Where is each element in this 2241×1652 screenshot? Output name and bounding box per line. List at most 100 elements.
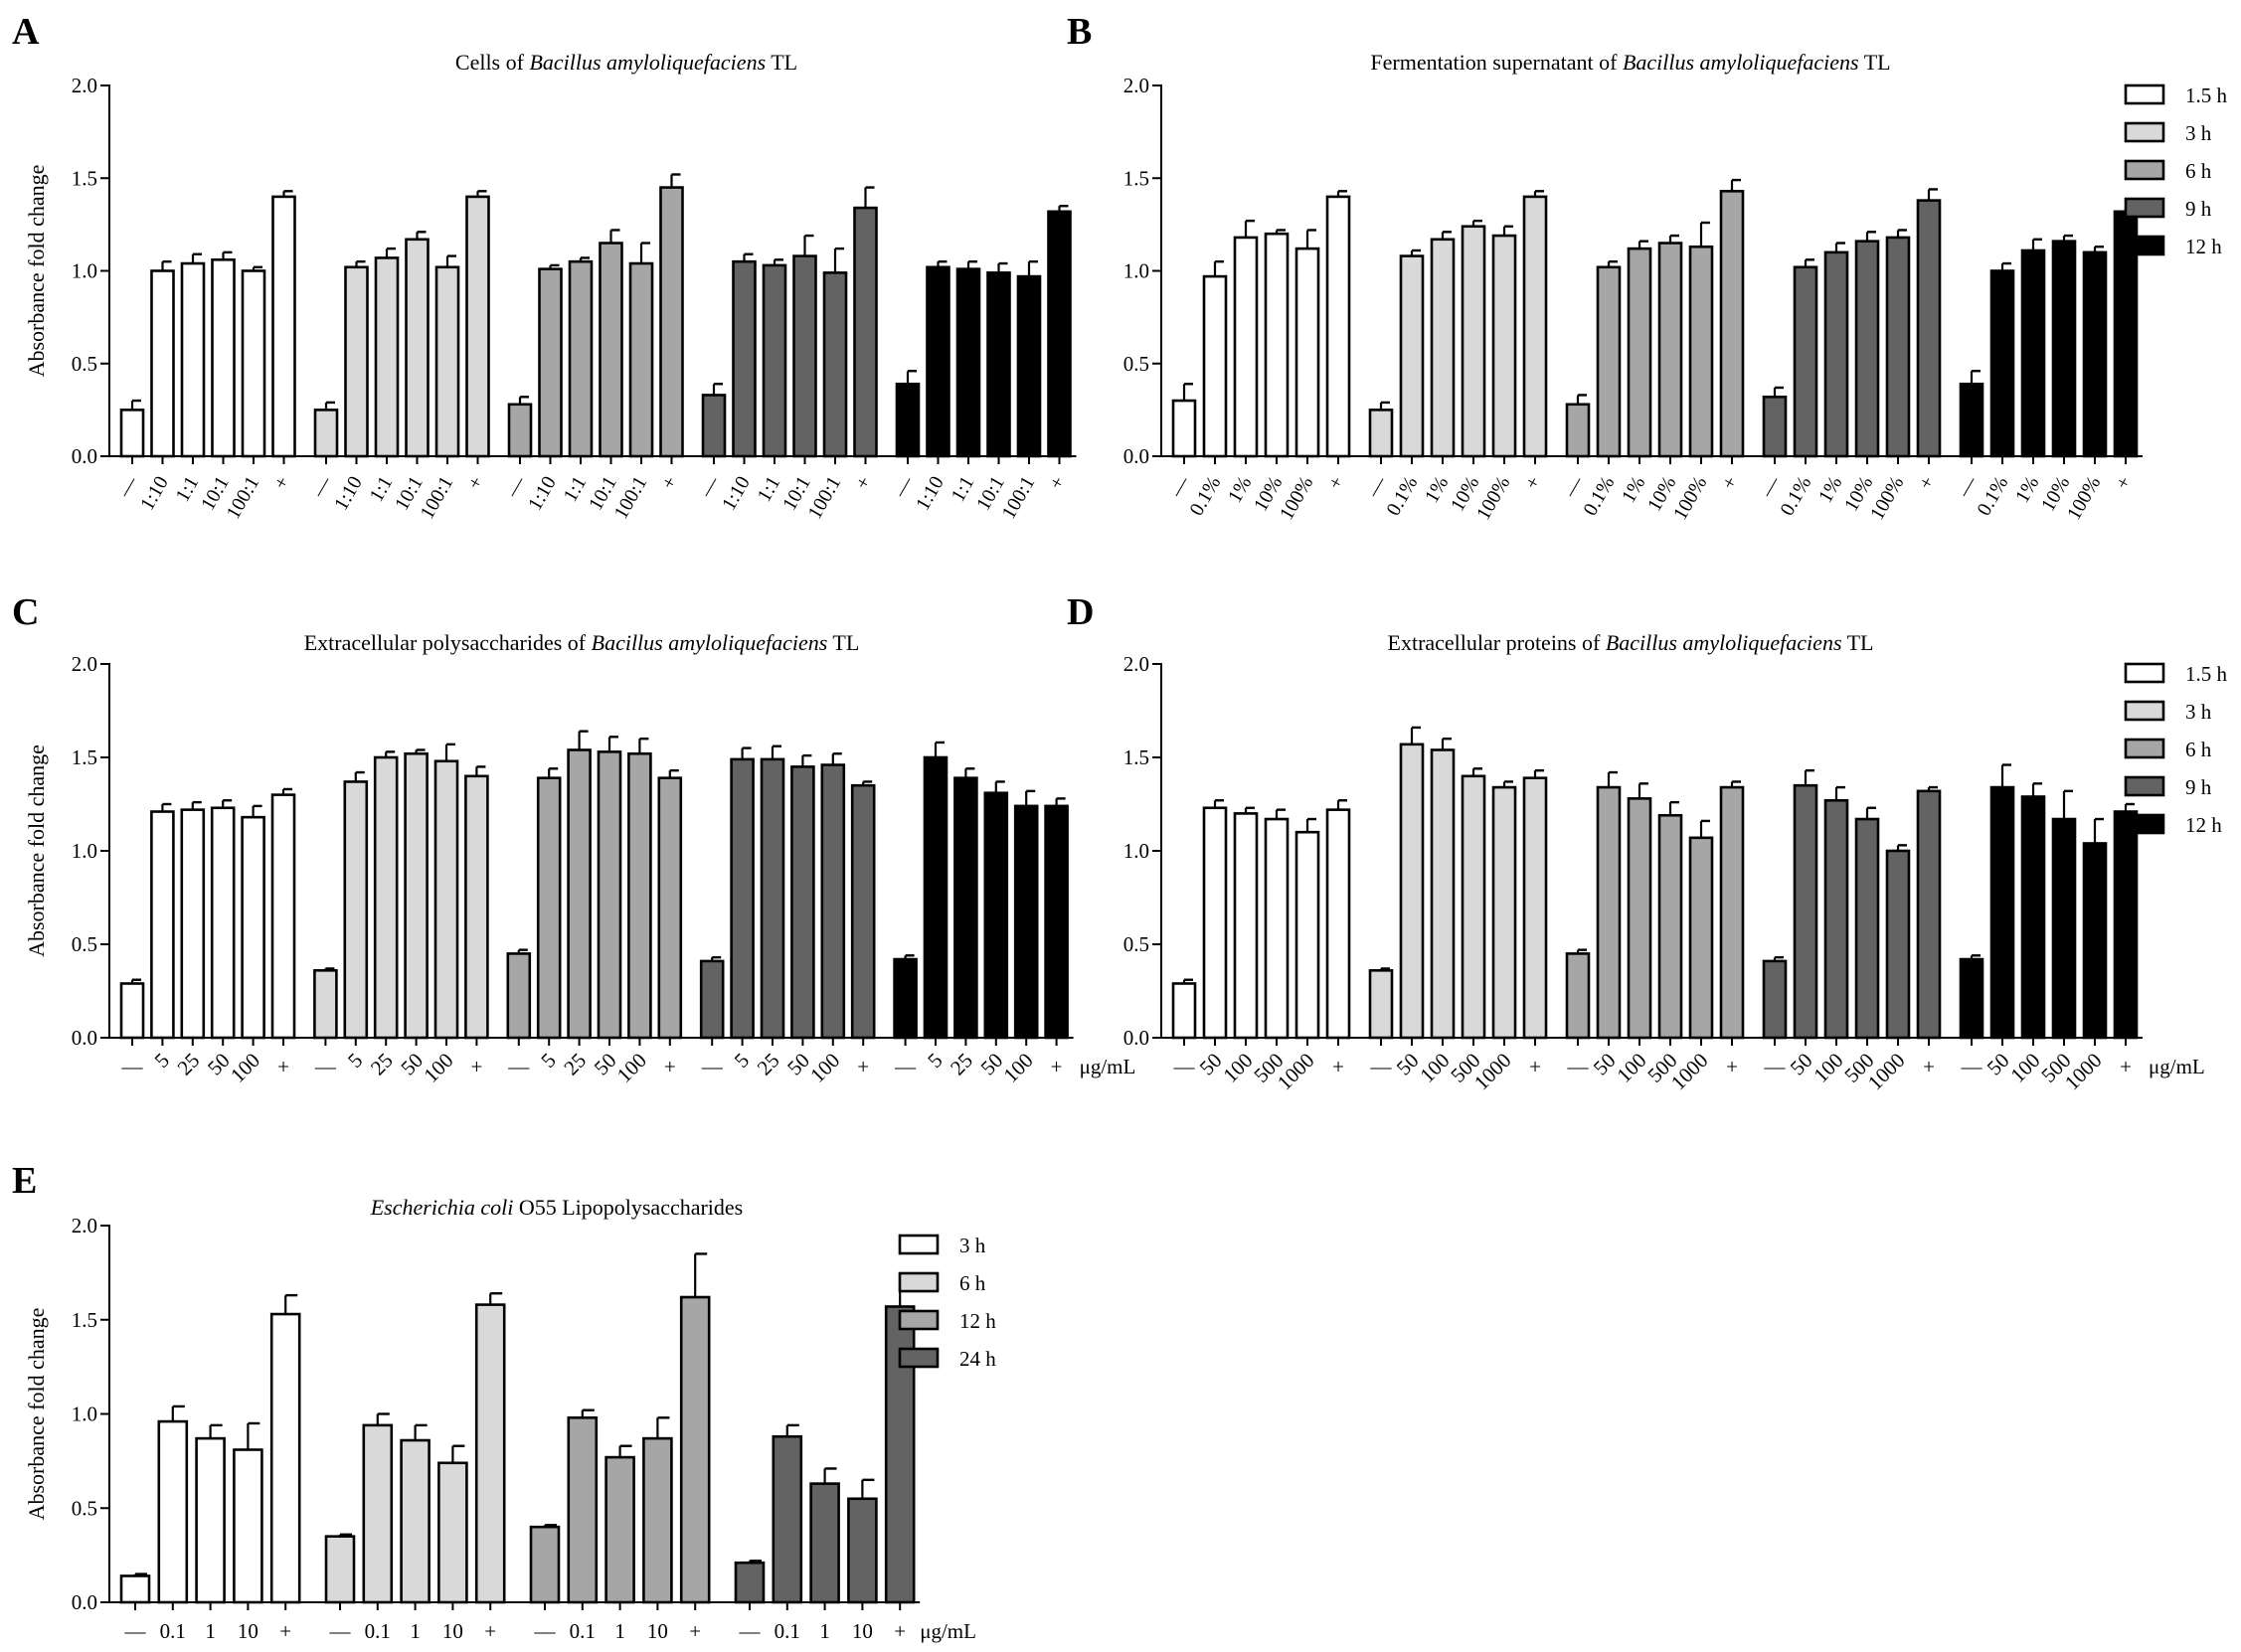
bar: [313, 969, 338, 1040]
x-tick-label: 10: [442, 1619, 463, 1643]
bar: [1793, 265, 1818, 458]
bar: [474, 1303, 506, 1604]
chart-title: Extracellular proteins of Bacillus amylo…: [1388, 630, 1874, 655]
bar: [809, 1482, 840, 1604]
y-tick-label: 1.0: [72, 1403, 97, 1426]
x-tick-label: 1:10: [912, 473, 948, 515]
x-tick-label: 0.1: [775, 1619, 800, 1643]
bar: [760, 757, 785, 1040]
x-tick-label: —: [889, 472, 919, 502]
bar: [119, 1574, 151, 1604]
bar: [343, 780, 369, 1040]
bar: [1719, 785, 1745, 1040]
x-tick-label: +: [664, 1055, 676, 1078]
bar: [507, 403, 533, 458]
x-tick-label: +: [1521, 473, 1546, 494]
x-tick-label: 5: [923, 1049, 947, 1073]
title-italic-text: Bacillus amyloliquefaciens: [529, 50, 766, 75]
x-tick-label: 100: [419, 1049, 457, 1087]
y-tick-label: 1.0: [72, 259, 97, 283]
bar: [1762, 396, 1788, 458]
bar: [434, 265, 460, 458]
legend-swatch: [2124, 738, 2165, 759]
y-tick-label: 2.0: [1123, 74, 1149, 97]
x-tick-label: —: [1370, 1055, 1393, 1078]
legend-label: 9 h: [2185, 197, 2212, 221]
x-tick-label: —: [1953, 472, 1982, 502]
y-tick-label: 0.0: [1123, 444, 1149, 468]
y-tick-label: 0.5: [72, 1496, 97, 1520]
legend-swatch: [2124, 662, 2165, 684]
bar: [659, 186, 684, 458]
x-tick-label: 100%: [1276, 473, 1317, 524]
x-tick-label: +: [1726, 1055, 1738, 1078]
bar: [1047, 210, 1072, 458]
legend-swatch: [2124, 775, 2165, 797]
x-tick-label: —: [124, 1619, 147, 1643]
y-axis-label: Absorbance fold change: [24, 1308, 49, 1521]
bar: [180, 261, 206, 458]
bar: [701, 394, 727, 458]
x-tick-label: 0.1%: [1776, 473, 1815, 520]
x-tick-label: +: [1045, 473, 1070, 494]
x-tick-label: +: [689, 1619, 701, 1643]
x-tick-label: 1000: [1666, 1049, 1713, 1095]
bar: [567, 748, 592, 1040]
bar: [730, 757, 755, 1040]
title-text: Extracellular polysaccharides of: [304, 630, 592, 655]
bar: [1793, 783, 1818, 1040]
bar: [895, 382, 921, 458]
x-tick-label: 100:1: [416, 473, 457, 523]
y-tick-label: 0.0: [1123, 1026, 1149, 1050]
bar: [1264, 232, 1290, 458]
bar: [1368, 969, 1394, 1040]
x-tick-label: 25: [753, 1049, 784, 1080]
x-tick-label: 100: [612, 1049, 651, 1087]
bar: [1294, 830, 1320, 1040]
x-tick-label: +: [277, 1055, 289, 1078]
x-tick-label: —: [739, 1619, 762, 1643]
y-tick-label: 0.0: [72, 444, 97, 468]
legend: 1.5 h 3 h 6 h 9 h 12 h: [2124, 662, 2228, 837]
bar: [1044, 804, 1069, 1040]
x-tick-label: 1: [614, 1619, 625, 1643]
legend-label: 6 h: [2185, 159, 2212, 183]
x-tick-label: +: [1915, 473, 1940, 494]
bar: [1264, 817, 1290, 1040]
bar: [850, 783, 876, 1040]
bar: [150, 810, 175, 1040]
x-tick-label: 100:1: [222, 473, 263, 523]
bar: [1430, 238, 1456, 458]
x-tick-label: 0.1: [365, 1619, 391, 1643]
x-tick-label: +: [463, 473, 488, 494]
title-suffix-text: TL: [1842, 630, 1874, 655]
x-tick-label: 25: [559, 1049, 591, 1080]
bar: [762, 263, 787, 458]
y-tick-label: 1.0: [1123, 839, 1149, 863]
bar: [241, 815, 265, 1040]
legend: 3 h 6 h 12 h 24 h: [898, 1234, 996, 1371]
bar: [679, 1295, 711, 1604]
bar: [1959, 382, 1984, 458]
x-tick-label: 100%: [1866, 473, 1908, 524]
bar: [1916, 789, 1942, 1040]
y-tick-label: 2.0: [72, 652, 97, 676]
x-tick-label: 1: [819, 1619, 830, 1643]
x-tick-label: —: [1764, 1055, 1787, 1078]
x-tick-label: +: [1923, 1055, 1935, 1078]
title-suffix-text: TL: [827, 630, 859, 655]
bar: [983, 791, 1009, 1040]
bar: [604, 1455, 635, 1604]
y-tick-label: 1.5: [1123, 166, 1149, 190]
bar: [1325, 195, 1351, 458]
x-tick-label: 1:10: [524, 473, 561, 515]
legend-swatch: [2124, 197, 2165, 219]
y-tick-label: 0.5: [1123, 932, 1149, 956]
panel-letter: D: [1067, 591, 1094, 633]
x-tick-label: 100%: [1472, 473, 1514, 524]
bar: [1989, 269, 2015, 458]
bar: [772, 1434, 803, 1604]
x-tick-label: —: [1559, 472, 1589, 502]
bar: [1989, 785, 2015, 1040]
